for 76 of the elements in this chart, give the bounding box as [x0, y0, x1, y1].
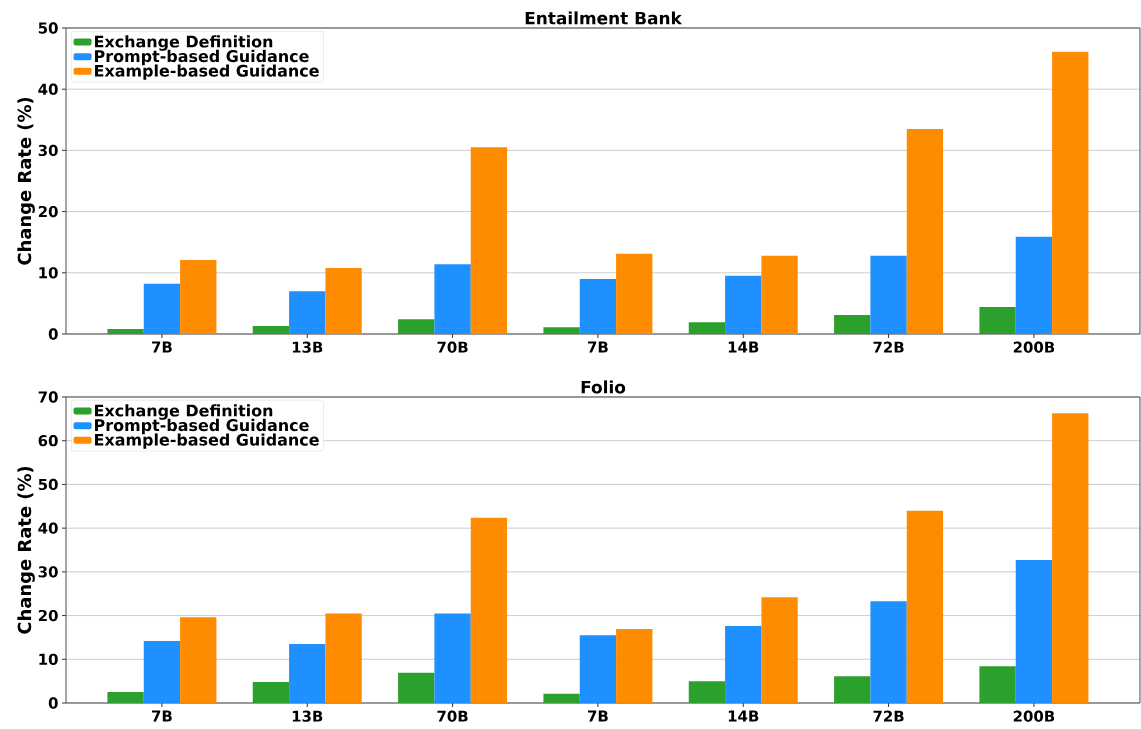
- bar: [434, 613, 471, 703]
- bar: [870, 601, 907, 703]
- chart-title: Entailment Bank: [525, 11, 683, 25]
- bar: [1052, 413, 1089, 703]
- x-tick-label: 14B: [728, 710, 759, 722]
- bar: [180, 259, 217, 334]
- bar: [434, 264, 471, 334]
- bar: [725, 275, 762, 334]
- bar: [543, 693, 580, 703]
- x-tick-label: 200B: [1013, 710, 1055, 722]
- bar: [143, 640, 181, 703]
- y-axis-title: Change Rate (%): [17, 97, 35, 265]
- bar: [688, 681, 726, 703]
- bar: [870, 255, 907, 334]
- y-tick-label: 40: [38, 83, 58, 95]
- y-tick-label: 30: [38, 566, 58, 578]
- chart-title: Folio: [581, 380, 626, 394]
- y-tick-label: 10: [39, 653, 58, 665]
- bar: [543, 327, 580, 334]
- bar: [289, 291, 326, 334]
- x-tick-label: 72B: [873, 710, 904, 722]
- y-tick-label: 70: [38, 391, 58, 403]
- bar: [252, 326, 290, 334]
- y-tick-label: 10: [39, 267, 58, 279]
- bar: [579, 278, 617, 334]
- legend-label: Example-based Guidance: [95, 64, 319, 80]
- x-tick-label: 200B: [1013, 341, 1055, 353]
- bar: [725, 626, 762, 703]
- bar: [252, 682, 290, 703]
- bar: [107, 329, 144, 334]
- bar: [761, 255, 798, 334]
- bar: [398, 672, 435, 703]
- bar: [325, 613, 362, 703]
- bar: [470, 517, 508, 703]
- x-tick-label: 7B: [152, 710, 172, 722]
- y-tick-label: 30: [38, 144, 58, 157]
- bar: [616, 629, 653, 703]
- bar: [906, 510, 944, 703]
- bar: [1052, 51, 1089, 334]
- y-tick-label: 50: [38, 22, 58, 34]
- bar: [180, 617, 217, 703]
- y-tick-label: 20: [38, 609, 58, 622]
- bar: [688, 322, 726, 334]
- x-tick-label: 13B: [292, 710, 323, 722]
- bar: [1015, 560, 1053, 703]
- bar: [761, 597, 798, 703]
- y-tick-label: 50: [38, 478, 58, 491]
- legend-label: Example-based Guidance: [95, 433, 319, 449]
- y-tick-label: 40: [38, 522, 58, 534]
- y-tick-label: 0: [48, 697, 58, 709]
- bar: [906, 128, 944, 334]
- x-tick-label: 72B: [873, 341, 904, 353]
- y-tick-label: 60: [38, 435, 58, 447]
- bar: [107, 692, 144, 703]
- bar: [398, 319, 435, 334]
- x-tick-label: 70B: [437, 341, 468, 353]
- y-tick-label: 0: [48, 328, 58, 340]
- bar: [143, 283, 181, 334]
- bar: [616, 253, 653, 334]
- bar: [834, 315, 871, 334]
- x-tick-label: 14B: [728, 341, 759, 353]
- bar: [979, 307, 1016, 334]
- bar: [834, 676, 871, 703]
- x-tick-label: 70B: [437, 710, 468, 722]
- bar: [289, 643, 326, 703]
- x-tick-label: 13B: [292, 341, 323, 353]
- x-tick-label: 7B: [588, 710, 608, 722]
- bar: [1015, 236, 1053, 334]
- y-tick-label: 20: [38, 205, 58, 218]
- x-tick-label: 7B: [588, 341, 608, 353]
- y-axis-title: Change Rate (%): [17, 466, 35, 634]
- bar: [470, 147, 508, 334]
- bar: [325, 267, 362, 334]
- bar: [979, 666, 1016, 703]
- x-tick-label: 7B: [152, 341, 172, 353]
- bar: [579, 635, 617, 703]
